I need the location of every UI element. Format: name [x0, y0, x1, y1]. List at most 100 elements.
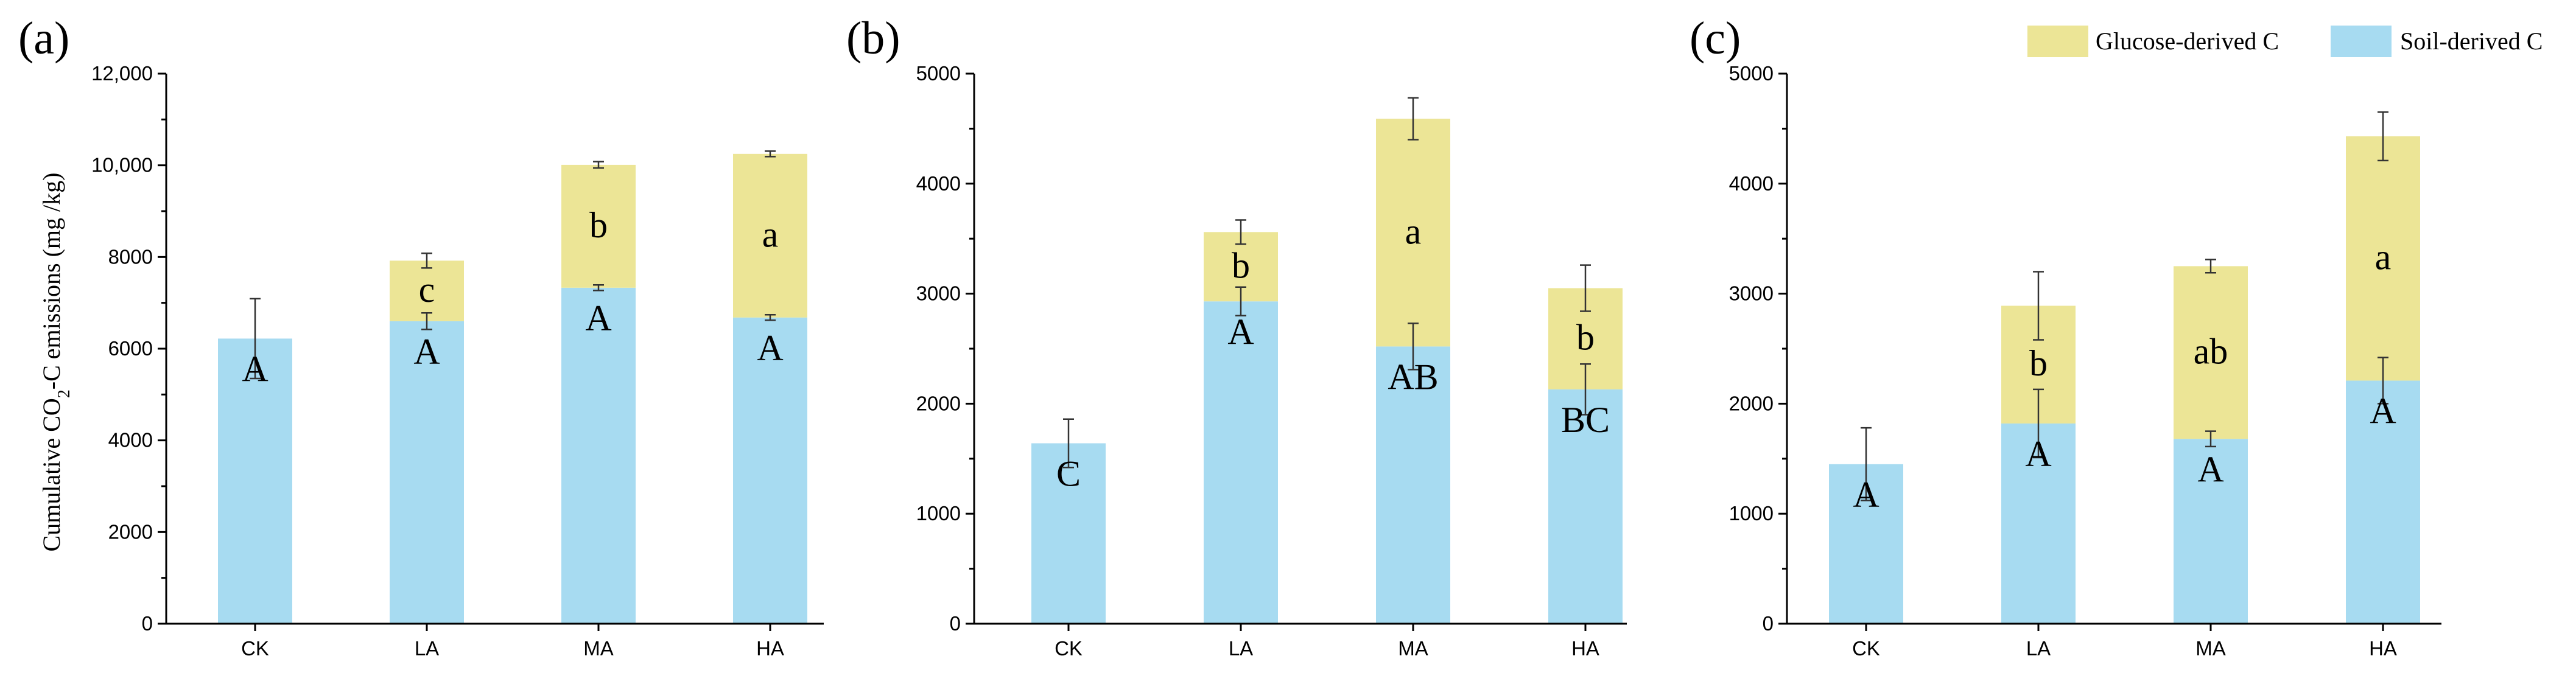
x-tick-label: LA [2026, 637, 2051, 660]
sig-label-soil-la: A [2025, 434, 2051, 474]
y-tick-label: 2000 [108, 520, 153, 543]
bar-soil-ma [1376, 346, 1450, 624]
sig-label-soil-ck: A [242, 349, 268, 389]
x-tick-label: MA [2195, 637, 2226, 660]
sig-label-glucose-la: b [2029, 343, 2048, 383]
bar-glucose-ma [1376, 119, 1450, 347]
x-tick-label: CK [1055, 637, 1083, 660]
sig-label-glucose-ma: a [1405, 211, 1422, 251]
panel-label: (c) [1690, 13, 1741, 64]
error-bar-soil-ck [1063, 418, 1074, 469]
y-tick-label: 0 [950, 612, 961, 635]
error-bar-glucose-la [1235, 219, 1246, 245]
bar-soil-ck [218, 338, 292, 624]
sig-label-glucose-ha: a [762, 214, 779, 254]
error-bar-soil-ma [593, 284, 604, 291]
error-bar-glucose-ma [1408, 97, 1419, 141]
y-tick-label: 2000 [1729, 392, 1774, 414]
sig-label-soil-ck: C [1056, 453, 1081, 493]
panel-label: (b) [846, 13, 900, 64]
error-bar-soil-ha [1580, 363, 1591, 416]
error-bar-soil-ck [1861, 427, 1872, 501]
y-tick-label: 3000 [1729, 282, 1774, 305]
sig-label-glucose-ma: b [589, 205, 608, 245]
bar-soil-ha [2346, 380, 2420, 624]
error-bar-glucose-la [2033, 271, 2044, 341]
bar-soil-ma [2174, 439, 2248, 624]
x-tick-label: HA [2369, 637, 2397, 660]
y-tick-label: 5000 [916, 62, 961, 85]
error-bar-soil-ha [2378, 357, 2388, 405]
bar-glucose-ma [561, 164, 636, 288]
error-bar-glucose-ha [2378, 111, 2388, 162]
sig-label-glucose-la: b [1232, 245, 1250, 285]
y-tick-label: 4000 [916, 172, 961, 195]
error-bar-glucose-la [421, 253, 432, 269]
error-bar-soil-ma [1408, 323, 1419, 371]
bar-soil-la [1204, 301, 1278, 624]
error-bar-soil-ha [765, 314, 776, 321]
bar-glucose-ha [733, 153, 807, 318]
y-tick-label: 3000 [916, 282, 961, 305]
x-tick-label: HA [1571, 637, 1599, 660]
y-axis-title: Cumulative CO2-C emissions (mg /kg) [38, 173, 74, 552]
error-bar-glucose-ha [765, 150, 776, 158]
sig-label-soil-ha: BC [1561, 400, 1610, 440]
y-tick-label: 1000 [916, 502, 961, 525]
x-tick-label: CK [1852, 637, 1880, 660]
y-tick-label: 0 [1763, 612, 1774, 635]
sig-label-glucose-ha: b [1576, 318, 1595, 358]
x-tick-label: MA [583, 637, 614, 660]
error-bar-glucose-ma [593, 161, 604, 169]
panels: (a) A CK Ac LA Ab MA Aa HA 0 2000 4000 6000 8000 10,00… [18, 13, 2441, 660]
legend-label-glucose: Glucose-derived C [2096, 27, 2279, 55]
y-tick-label: 10,000 [91, 154, 153, 176]
y-tick-label: 1000 [1729, 502, 1774, 525]
error-bar-glucose-ma [2205, 259, 2216, 274]
bar-glucose-ha [2346, 136, 2420, 381]
x-tick-label: CK [241, 637, 269, 660]
panel-3: (c) A CK Ab LA Aab MA Aa HA 0 1000 2000 3000 4000 5000 [1690, 13, 2441, 660]
x-tick-label: LA [415, 637, 439, 660]
panel-1: (a) A CK Ac LA Ab MA Aa HA 0 2000 4000 6000 8000 10,00… [18, 13, 824, 660]
sig-label-soil-ma: A [585, 298, 611, 338]
panel-label: (a) [18, 13, 69, 64]
error-bar-soil-la [1235, 286, 1246, 317]
x-tick-label: MA [1398, 637, 1428, 660]
panel-2: (b) C CK Ab LA AB a MA BC b HA 0 1000 2000 3000 4000 500… [846, 13, 1627, 660]
sig-label-soil-ck: A [1853, 475, 1879, 515]
sig-label-soil-ma: A [2197, 449, 2223, 489]
error-bar-soil-ma [2205, 430, 2216, 448]
legend: Glucose-derived C Soil-derived C [2027, 26, 2543, 57]
y-tick-label: 2000 [916, 392, 961, 414]
sig-label-soil-la: A [413, 332, 440, 372]
y-tick-label: 12,000 [91, 62, 153, 85]
bar-soil-la [390, 321, 464, 624]
y-tick-label: 4000 [1729, 172, 1774, 195]
legend-label-soil: Soil-derived C [2400, 27, 2543, 55]
y-tick-label: 5000 [1729, 62, 1774, 85]
sig-label-glucose-ha: a [2375, 237, 2392, 277]
x-tick-label: HA [756, 637, 784, 660]
error-bar-soil-la [421, 312, 432, 330]
bar-glucose-la [390, 260, 464, 321]
y-tick-label: 0 [142, 612, 153, 635]
legend-swatch-soil [2331, 26, 2392, 57]
sig-label-soil-ha: A [2370, 391, 2396, 431]
error-bar-soil-la [2033, 388, 2044, 459]
bar-soil-ha [733, 317, 807, 624]
error-bar-glucose-ha [1580, 264, 1591, 312]
legend-swatch-glucose [2027, 26, 2088, 57]
sig-label-soil-la: A [1227, 312, 1254, 352]
bar-soil-ma [561, 287, 636, 624]
sig-label-soil-ha: A [757, 328, 783, 368]
error-bar-soil-ck [250, 298, 261, 380]
bar-soil-ck [1031, 443, 1106, 624]
y-tick-label: 6000 [108, 337, 153, 360]
y-tick-label: 4000 [108, 429, 153, 452]
bar-glucose-ma [2174, 266, 2248, 439]
sig-label-glucose-ma: ab [2194, 331, 2228, 371]
sig-label-glucose-la: c [419, 270, 435, 310]
sig-label-soil-ma: AB [1388, 357, 1438, 397]
